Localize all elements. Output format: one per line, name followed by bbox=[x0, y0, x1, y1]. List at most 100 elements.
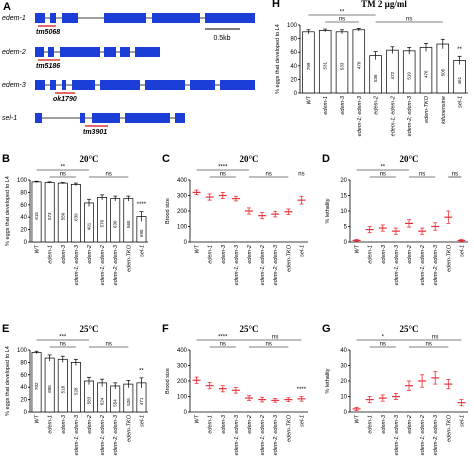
y-tick-label: 400 bbox=[177, 178, 188, 184]
x-tick-label: WT bbox=[306, 95, 312, 104]
x-tick-label: edem-2 bbox=[407, 415, 413, 434]
significance-label: ns bbox=[432, 335, 438, 341]
y-tick-label: 80 bbox=[290, 37, 297, 43]
x-tick-label: edem-1 bbox=[368, 245, 374, 264]
chart-title: 20°C bbox=[239, 154, 258, 164]
significance-label: ns bbox=[220, 342, 226, 348]
n-label: 470 bbox=[356, 61, 361, 69]
x-tick-label: edem-1 bbox=[48, 245, 54, 264]
x-tick-label: edem-3 bbox=[381, 244, 387, 264]
exon bbox=[35, 47, 44, 57]
x-tick-label: sel-1 bbox=[139, 415, 145, 427]
gene-name: edem-1 bbox=[2, 15, 26, 22]
x-tick-label: WT bbox=[195, 414, 201, 423]
n-label: 639 bbox=[73, 213, 78, 221]
bar bbox=[335, 31, 349, 94]
bar bbox=[31, 181, 42, 243]
y-axis-label: % eggs that developed to L4 bbox=[5, 346, 11, 416]
y-tick-label: 40 bbox=[290, 64, 297, 70]
exon bbox=[175, 113, 185, 123]
chart-title: 25°C bbox=[399, 324, 418, 334]
n-label: 702 bbox=[34, 382, 39, 390]
bar bbox=[97, 197, 108, 243]
bar bbox=[386, 49, 399, 94]
x-tick-label: edem-1; edem-3 bbox=[357, 95, 363, 136]
y-tick-label: 0 bbox=[24, 410, 28, 416]
y-tick-label: 0 bbox=[344, 240, 348, 246]
x-tick-label: edem-3 bbox=[61, 414, 67, 434]
x-tick-label: edem-TKO bbox=[424, 95, 430, 123]
y-tick-label: 20 bbox=[20, 398, 27, 404]
chart-title: 25°C bbox=[79, 324, 98, 334]
chart-title: 20°C bbox=[79, 154, 98, 164]
n-label: 526 bbox=[126, 398, 131, 406]
x-tick-label: edem-TKO bbox=[286, 244, 292, 272]
x-tick-label: sel-1 bbox=[459, 245, 465, 257]
n-label: 570 bbox=[100, 219, 105, 227]
n-label: 636 bbox=[113, 220, 118, 228]
exon bbox=[100, 80, 140, 90]
exon bbox=[220, 80, 255, 90]
panel-label: H bbox=[272, 0, 280, 10]
bar bbox=[97, 382, 108, 413]
x-tick-label: edem-3 bbox=[340, 95, 346, 115]
bar bbox=[57, 358, 68, 413]
x-tick-label: edem-2; edem-3 bbox=[113, 244, 119, 285]
exon bbox=[60, 47, 100, 57]
x-tick-label: edem-1; edem-2 bbox=[100, 245, 106, 285]
significance-label: * bbox=[382, 335, 385, 341]
y-tick-label: 0 bbox=[344, 410, 348, 416]
bar bbox=[402, 50, 416, 94]
significance-label: ns bbox=[339, 17, 345, 23]
significance-label: ns bbox=[380, 342, 386, 348]
significance-label: ** bbox=[340, 10, 345, 16]
x-tick-label: edem-1 bbox=[48, 415, 54, 434]
n-label: 550 bbox=[60, 212, 65, 220]
bar bbox=[453, 60, 466, 94]
y-tick-label: 20 bbox=[340, 379, 347, 385]
n-label: 624 bbox=[100, 397, 105, 405]
n-label: 491 bbox=[87, 222, 92, 230]
x-tick-label: edem-1 bbox=[368, 415, 374, 434]
n-label: 505 bbox=[440, 68, 445, 76]
y-tick-label: 80 bbox=[20, 360, 27, 366]
x-tick-label: edem-2; edem-3 bbox=[113, 414, 119, 455]
n-label: 695 bbox=[139, 229, 144, 237]
exon bbox=[35, 113, 42, 123]
exon bbox=[92, 113, 120, 123]
x-tick-label: edem-2 bbox=[247, 415, 253, 434]
n-label: 528 bbox=[73, 387, 78, 395]
significance-label: ns bbox=[406, 17, 412, 23]
significance-label: ns bbox=[419, 172, 425, 178]
n-label: 519 bbox=[407, 72, 412, 80]
bar bbox=[419, 47, 433, 94]
x-tick-label: edem-1 bbox=[208, 415, 214, 434]
allele-name: tm5186 bbox=[36, 63, 60, 70]
exon bbox=[125, 113, 170, 123]
y-tick-label: 80 bbox=[20, 190, 27, 196]
exon bbox=[120, 47, 130, 57]
y-tick-label: 60 bbox=[290, 50, 297, 56]
bar bbox=[31, 352, 42, 413]
y-axis-label: % eggs that developed to L4 bbox=[275, 24, 281, 94]
exon bbox=[62, 13, 78, 23]
x-tick-label: edem-1; edem-2 bbox=[390, 96, 396, 136]
bar bbox=[110, 198, 121, 243]
x-tick-label: edem-2; edem-3 bbox=[273, 414, 279, 455]
chart-title: 25°C bbox=[239, 324, 258, 334]
n-label: 554 bbox=[113, 399, 118, 407]
exon bbox=[35, 13, 45, 23]
n-label: 615 bbox=[34, 212, 39, 220]
allele-name: tm3901 bbox=[83, 129, 107, 136]
x-tick-label: edem-2 bbox=[374, 96, 380, 115]
x-tick-label: sel-1 bbox=[139, 245, 145, 257]
significance-label: ns bbox=[60, 342, 66, 348]
x-tick-label: edem-1; edem-3 bbox=[74, 244, 80, 285]
panel-label: A bbox=[3, 1, 11, 13]
exon bbox=[48, 47, 54, 57]
y-tick-label: 100 bbox=[177, 395, 188, 401]
bar bbox=[318, 30, 332, 94]
x-tick-label: edem-2 bbox=[87, 245, 93, 264]
gene-name: edem-3 bbox=[2, 82, 26, 89]
